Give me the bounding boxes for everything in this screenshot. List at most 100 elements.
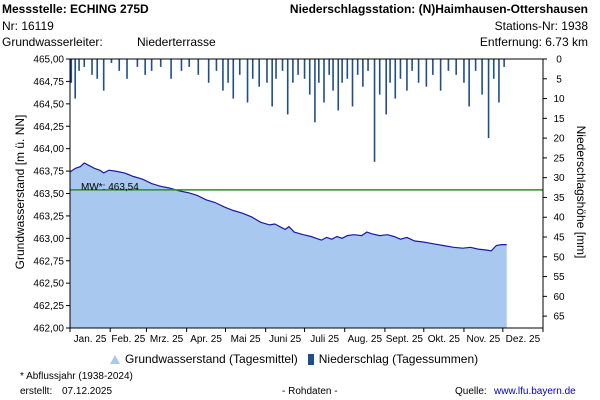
precipitation-bar	[356, 59, 359, 75]
station-name: Messstelle: ECHING 275D	[2, 2, 149, 16]
y-tick-label: 462,25	[33, 301, 64, 312]
x-tick-label: Nov. 25	[467, 334, 501, 345]
precipitation-bar	[227, 59, 229, 83]
y-tick-label: 463,75	[33, 167, 64, 178]
raw-data-note: - Rohdaten -	[282, 386, 338, 397]
precipitation-bar	[83, 59, 86, 67]
precipitation-bar	[170, 59, 172, 79]
precipitation-bar	[258, 59, 260, 87]
y2-tick-label: 55	[553, 272, 565, 283]
precipitation-bar	[378, 59, 381, 95]
precipitation-bar	[159, 59, 162, 67]
precipitation-bar	[207, 59, 210, 83]
precipitation-bar	[447, 59, 450, 71]
y2-tick-label: 50	[553, 252, 565, 263]
precipitation-bar	[292, 59, 294, 83]
legend-groundwater: Grundwasserstand (Tagesmittel)	[125, 352, 298, 366]
precipitation-bar	[180, 59, 183, 71]
precipitation-bar	[266, 59, 268, 83]
x-tick-label: Jan. 25	[74, 334, 107, 345]
x-tick-label: Mai 25	[231, 334, 261, 345]
groundwater-legend-swatch	[110, 354, 120, 364]
precipitation-bar	[110, 59, 113, 63]
precipitation-bar	[232, 59, 235, 99]
precipitation-bar	[297, 59, 299, 75]
precipitation-bar	[286, 59, 289, 115]
y-tick-label: 464,75	[33, 77, 64, 88]
precipitation-bar	[337, 59, 340, 111]
precipitation-bar	[367, 59, 369, 71]
precipitation-bar	[341, 59, 343, 83]
y-tick-label: 463,25	[33, 211, 64, 222]
precipitation-bar	[498, 59, 500, 103]
precipitation-bar	[197, 59, 200, 75]
precipitation-bar	[385, 59, 387, 115]
created-date: 07.12.2025	[62, 386, 113, 397]
precipitation-bar	[303, 59, 306, 79]
y2-tick-label: 35	[553, 193, 565, 204]
precipitation-bar	[118, 59, 121, 71]
station-number: Nr: 16119	[2, 19, 54, 33]
groundwater-area	[70, 163, 507, 328]
precipitation-bar	[314, 59, 316, 123]
legend: Grundwasserstand (Tagesmittel) Niedersch…	[110, 352, 478, 366]
precipitation-bar	[468, 59, 470, 107]
x-tick-label: Feb. 25	[111, 334, 145, 345]
precipitation-bar	[251, 59, 254, 79]
precipitation-bar	[346, 59, 349, 79]
precipitation-bar	[351, 59, 354, 107]
y2-tick-label: 60	[553, 292, 565, 303]
precipitation-bar	[271, 59, 273, 107]
legend-precipitation: Niederschlag (Tagessummen)	[318, 352, 479, 366]
precipitation-bar	[70, 59, 73, 83]
precipitation-bar	[102, 59, 105, 91]
y-tick-label: 462,75	[33, 256, 64, 267]
precipitation-bar	[463, 59, 465, 83]
precipitation-layer	[70, 59, 505, 162]
precipitation-bar	[215, 59, 218, 71]
precipitation-bar	[144, 59, 146, 75]
precipitation-bar	[332, 59, 334, 91]
y-tick-label: 464,50	[33, 99, 64, 110]
precipitation-bar	[417, 59, 420, 83]
precipitation-bar	[328, 59, 330, 75]
precip-station-number: Stations-Nr: 1938	[494, 19, 588, 33]
mean-line-label: MW*: 463,54	[81, 182, 139, 193]
groundwater-chart: Jan. 25 Feb. 25 Mrz. 25 Apr. 25 Mai 25 Juni 2…	[13, 55, 588, 346]
precipitation-bar	[318, 59, 320, 83]
precipitation-bar	[246, 59, 249, 103]
precipitation-bar	[362, 59, 364, 87]
y2-tick-label: 10	[553, 94, 565, 105]
y2-tick-label: 20	[553, 134, 565, 145]
y2-tick-label: 40	[553, 213, 565, 224]
precipitation-bar	[503, 59, 505, 67]
y2-tick-label: 45	[553, 233, 565, 244]
precipitation-bar	[455, 59, 457, 75]
y2-tick-label: 0	[556, 55, 562, 66]
groundwater-line	[69, 162, 507, 252]
precipitation-bar	[78, 59, 80, 71]
precipitation-bar	[150, 59, 153, 71]
y2-tick-label: 65	[553, 312, 565, 323]
precipitation-bar	[323, 59, 325, 103]
x-tick-label: Dez. 25	[506, 334, 541, 345]
precipitation-bar	[96, 59, 99, 79]
footnote: * Abflussjahr (1938-2024)	[20, 371, 133, 382]
precipitation-bar	[474, 59, 477, 71]
axes-layer: Jan. 25 Feb. 25 Mrz. 25 Apr. 25 Mai 25 Juni 2…	[33, 55, 565, 346]
precipitation-bar	[481, 59, 483, 95]
precipitation-bar	[136, 59, 139, 67]
aquifer-value: Niederterrasse	[137, 35, 216, 49]
x-tick-label: Apr. 25	[190, 334, 222, 345]
precipitation-bar	[238, 59, 241, 75]
precip-station-name: Niederschlagsstation: (N)Haimhausen-Otte…	[289, 2, 588, 16]
precipitation-bar	[487, 59, 490, 139]
y-tick-label: 465,00	[33, 55, 64, 66]
precipitation-bar	[308, 59, 311, 95]
y-tick-label: 463,50	[33, 189, 64, 200]
source-link[interactable]: www.lfu.bayern.de	[494, 386, 576, 397]
precipitation-bar	[281, 59, 284, 71]
precipitation-bar	[432, 59, 434, 75]
x-tick-label: Juni 25	[269, 334, 302, 345]
y2-tick-label: 30	[553, 173, 565, 184]
